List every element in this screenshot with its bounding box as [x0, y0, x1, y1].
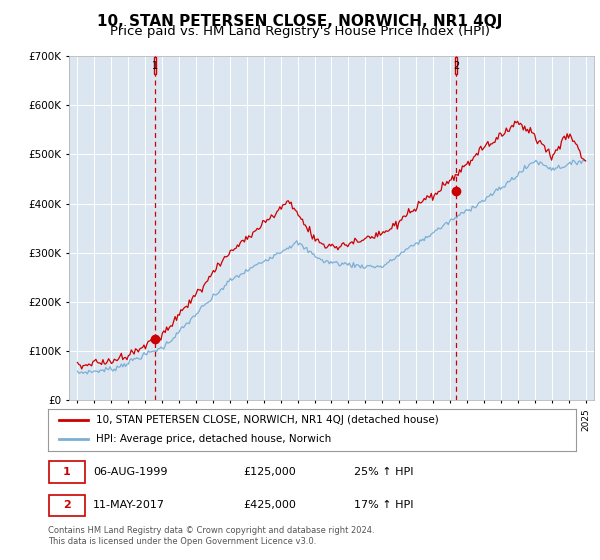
- FancyBboxPatch shape: [154, 57, 157, 74]
- Text: 2: 2: [453, 61, 459, 71]
- Text: 25% ↑ HPI: 25% ↑ HPI: [354, 467, 414, 477]
- Text: Contains HM Land Registry data © Crown copyright and database right 2024.
This d: Contains HM Land Registry data © Crown c…: [48, 526, 374, 546]
- FancyBboxPatch shape: [49, 494, 85, 516]
- Text: 11-MAY-2017: 11-MAY-2017: [93, 501, 165, 511]
- FancyBboxPatch shape: [49, 461, 85, 483]
- Text: 2: 2: [63, 501, 71, 511]
- Text: £125,000: £125,000: [244, 467, 296, 477]
- Text: 1: 1: [63, 467, 71, 477]
- FancyBboxPatch shape: [455, 57, 457, 74]
- Text: 10, STAN PETERSEN CLOSE, NORWICH, NR1 4QJ: 10, STAN PETERSEN CLOSE, NORWICH, NR1 4Q…: [97, 14, 503, 29]
- Text: 1: 1: [152, 61, 158, 71]
- Text: 06-AUG-1999: 06-AUG-1999: [93, 467, 167, 477]
- Text: 17% ↑ HPI: 17% ↑ HPI: [354, 501, 414, 511]
- Text: £425,000: £425,000: [244, 501, 296, 511]
- Text: Price paid vs. HM Land Registry's House Price Index (HPI): Price paid vs. HM Land Registry's House …: [110, 25, 490, 38]
- Text: HPI: Average price, detached house, Norwich: HPI: Average price, detached house, Norw…: [95, 435, 331, 445]
- Text: 10, STAN PETERSEN CLOSE, NORWICH, NR1 4QJ (detached house): 10, STAN PETERSEN CLOSE, NORWICH, NR1 4Q…: [95, 415, 438, 425]
